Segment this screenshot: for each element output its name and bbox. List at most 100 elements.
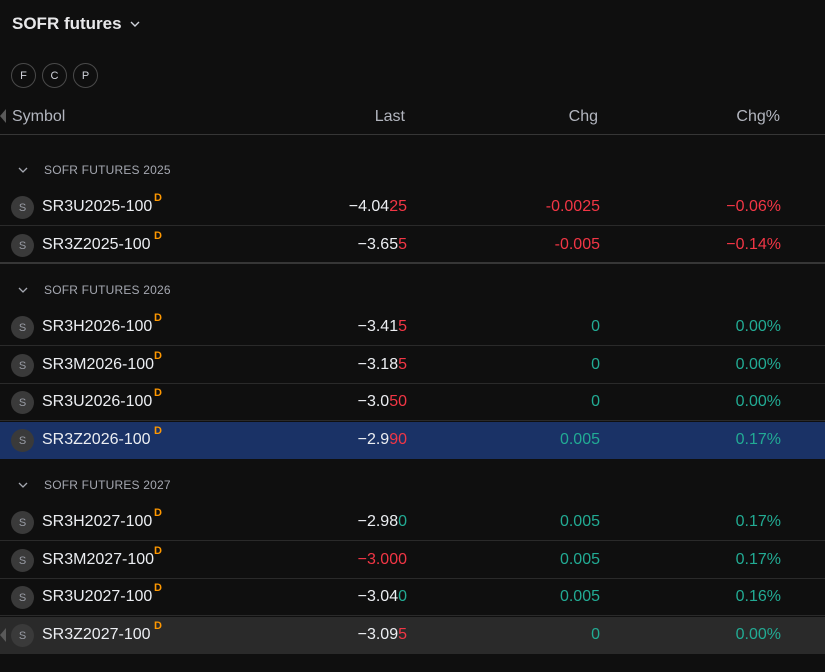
symbol-logo-icon: S bbox=[11, 511, 34, 534]
chevron-down-icon[interactable] bbox=[17, 479, 29, 491]
delayed-flag: D bbox=[154, 620, 162, 632]
table-row[interactable]: S SR3U2025-100 D −4.0425 -0.0025 −0.06% bbox=[0, 189, 825, 226]
symbol-logo-icon: S bbox=[11, 316, 34, 339]
delayed-flag: D bbox=[154, 425, 162, 437]
delayed-flag: D bbox=[154, 582, 162, 594]
group-header[interactable]: SOFR FUTURES 2026 bbox=[0, 272, 825, 308]
change-percent: 0.17% bbox=[735, 551, 781, 568]
symbol-name[interactable]: SR3M2026-100 bbox=[42, 356, 155, 373]
last-price: −3.000 bbox=[358, 551, 407, 569]
group-label: SOFR FUTURES 2025 bbox=[44, 163, 171, 177]
last-price-changed-digits: 90 bbox=[389, 431, 407, 448]
change-percent: −0.14% bbox=[726, 236, 781, 253]
table-row[interactable]: S SR3U2027-100 D −3.040 0.005 0.16% bbox=[0, 579, 825, 616]
last-price-changed-digits: 5 bbox=[398, 236, 407, 253]
change-value: -0.005 bbox=[554, 236, 600, 253]
change-percent: 0.00% bbox=[735, 318, 781, 335]
change-percent: 0.00% bbox=[735, 356, 781, 373]
table-row[interactable]: S SR3U2026-100 D −3.050 0 0.00% bbox=[0, 384, 825, 421]
filter-chip-f[interactable]: F bbox=[11, 63, 36, 88]
last-price: −2.980 bbox=[358, 513, 407, 531]
last-price: −3.050 bbox=[358, 393, 407, 411]
column-header-symbol[interactable]: Symbol bbox=[12, 108, 66, 125]
column-header: Symbol Last Chg Chg% bbox=[0, 100, 825, 135]
filter-chip-p[interactable]: P bbox=[73, 63, 98, 88]
symbol-name[interactable]: SR3U2026-100 bbox=[42, 393, 153, 410]
change-percent: 0.00% bbox=[735, 393, 781, 410]
last-price-main: −3.09 bbox=[357, 626, 399, 643]
change-value: 0 bbox=[591, 356, 600, 373]
last-price-main: −3.65 bbox=[357, 236, 399, 253]
group-label: SOFR FUTURES 2027 bbox=[44, 478, 171, 492]
change-value: 0.005 bbox=[559, 431, 600, 448]
group-header[interactable]: SOFR FUTURES 2027 bbox=[0, 467, 825, 503]
symbol-logo-icon: S bbox=[11, 624, 34, 647]
last-price: −3.185 bbox=[358, 356, 407, 374]
chevron-down-icon bbox=[130, 21, 140, 27]
last-price: −3.040 bbox=[358, 588, 407, 606]
symbol-logo-icon: S bbox=[11, 234, 34, 257]
symbol-logo-icon: S bbox=[11, 196, 34, 219]
change-percent: −0.06% bbox=[726, 198, 781, 215]
change-value: 0 bbox=[591, 393, 600, 410]
filter-chip-c[interactable]: C bbox=[42, 63, 67, 88]
last-price-changed-digits: 5 bbox=[398, 356, 407, 373]
last-price-main: −3.04 bbox=[357, 588, 399, 605]
delayed-flag: D bbox=[154, 387, 162, 399]
symbol-name[interactable]: SR3Z2027-100 bbox=[42, 626, 151, 643]
column-header-chg-percent[interactable]: Chg% bbox=[736, 108, 780, 125]
column-header-last[interactable]: Last bbox=[374, 108, 405, 125]
symbol-name[interactable]: SR3H2026-100 bbox=[42, 318, 153, 335]
change-value: 0.005 bbox=[559, 513, 600, 530]
symbol-name[interactable]: SR3H2027-100 bbox=[42, 513, 153, 530]
delayed-flag: D bbox=[154, 312, 162, 324]
symbol-logo-icon: S bbox=[11, 391, 34, 414]
last-price-changed-digits: 0 bbox=[398, 588, 407, 605]
change-value: 0.005 bbox=[559, 588, 600, 605]
table-row[interactable]: S SR3Z2027-100 D −3.095 0 0.00% bbox=[0, 617, 825, 654]
last-price-main: −3.18 bbox=[357, 356, 399, 373]
symbol-name[interactable]: SR3U2027-100 bbox=[42, 588, 153, 605]
symbol-name[interactable]: SR3M2027-100 bbox=[42, 551, 155, 568]
change-percent: 0.17% bbox=[735, 513, 781, 530]
symbol-logo-icon: S bbox=[11, 549, 34, 572]
group-label: SOFR FUTURES 2026 bbox=[44, 283, 171, 297]
change-value: 0 bbox=[591, 318, 600, 335]
symbol-logo-icon: S bbox=[11, 586, 34, 609]
change-value: 0 bbox=[591, 626, 600, 643]
chevron-down-icon[interactable] bbox=[17, 284, 29, 296]
table-row[interactable]: S SR3M2026-100 D −3.185 0 0.00% bbox=[0, 347, 825, 384]
symbol-logo-icon: S bbox=[11, 429, 34, 452]
last-price-changed-digits: 25 bbox=[389, 198, 407, 215]
last-price: −3.095 bbox=[358, 626, 407, 644]
panel-resize-handle-icon[interactable] bbox=[0, 109, 6, 123]
delayed-flag: D bbox=[154, 507, 162, 519]
symbol-name[interactable]: SR3Z2026-100 bbox=[42, 431, 151, 448]
last-price-changed-digits: 50 bbox=[389, 393, 407, 410]
last-price-changed-digits: −3.000 bbox=[357, 551, 407, 568]
chevron-down-icon[interactable] bbox=[17, 164, 29, 176]
drag-handle-icon[interactable] bbox=[0, 628, 6, 642]
table-row[interactable]: S SR3M2027-100 D −3.000 0.005 0.17% bbox=[0, 542, 825, 579]
change-value: -0.0025 bbox=[545, 198, 600, 215]
watchlist-title-dropdown[interactable]: SOFR futures bbox=[12, 12, 141, 36]
delayed-flag: D bbox=[154, 350, 162, 362]
last-price-main: −3.0 bbox=[357, 393, 390, 410]
column-header-chg[interactable]: Chg bbox=[568, 108, 598, 125]
symbol-name[interactable]: SR3Z2025-100 bbox=[42, 236, 151, 253]
last-price-changed-digits: 5 bbox=[398, 318, 407, 335]
last-price-changed-digits: 0 bbox=[398, 513, 407, 530]
change-value: 0.005 bbox=[559, 551, 600, 568]
table-row[interactable]: S SR3H2027-100 D −2.980 0.005 0.17% bbox=[0, 504, 825, 541]
last-price-main: −3.41 bbox=[357, 318, 399, 335]
table-row[interactable]: S SR3Z2025-100 D −3.655 -0.005 −0.14% bbox=[0, 227, 825, 264]
last-price-changed-digits: 5 bbox=[398, 626, 407, 643]
last-price: −3.655 bbox=[358, 236, 407, 254]
group-header[interactable]: SOFR FUTURES 2025 bbox=[0, 152, 825, 188]
table-row[interactable]: S SR3Z2026-100 D −2.990 0.005 0.17% bbox=[0, 422, 825, 459]
filter-chips: F C P bbox=[11, 63, 98, 88]
watchlist-title: SOFR futures bbox=[12, 14, 122, 33]
table-row[interactable]: S SR3H2026-100 D −3.415 0 0.00% bbox=[0, 309, 825, 346]
delayed-flag: D bbox=[154, 230, 162, 242]
symbol-name[interactable]: SR3U2025-100 bbox=[42, 198, 153, 215]
